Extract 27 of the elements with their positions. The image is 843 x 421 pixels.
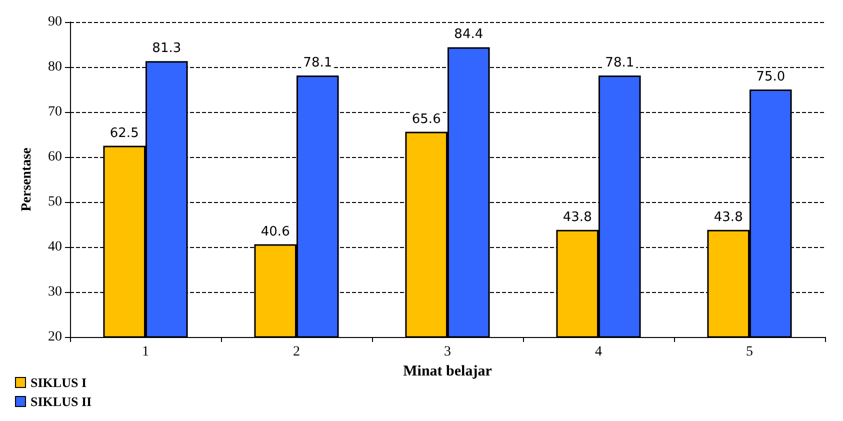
data-label: 65.6	[412, 112, 441, 127]
x-tick-label: 3	[444, 344, 451, 360]
y-tick-label: 30	[48, 284, 62, 300]
y-tick-label: 40	[48, 240, 62, 254]
x-tick-label: 2	[293, 344, 300, 360]
x-tick-label: 4	[595, 344, 602, 360]
legend-label: SIKLUS I	[30, 375, 86, 390]
data-label: 81.3	[152, 41, 182, 56]
y-tick-label: 60	[48, 150, 62, 164]
data-label: 43.8	[714, 210, 743, 225]
y-tick-label: 20	[48, 330, 62, 344]
y-tick-label: 70	[48, 104, 62, 120]
y-tick-label: 50	[48, 194, 62, 210]
x-axis-title: Minat belajar	[403, 363, 492, 380]
data-label: 75.0	[756, 70, 786, 84]
data-label: 40.6	[260, 224, 290, 240]
y-axis-title: Persentase	[20, 148, 34, 212]
legend-label: SIKLUS II	[30, 394, 92, 409]
x-tick-label: 1	[142, 344, 149, 360]
data-label: 43.8	[562, 210, 592, 225]
data-label: 78.1	[605, 56, 634, 71]
x-tick-label: 5	[746, 344, 753, 360]
y-tick-label: 90	[48, 14, 62, 30]
data-label: 62.5	[110, 126, 139, 141]
y-tick-label: 80	[48, 60, 62, 74]
data-label: 84.4	[454, 27, 484, 42]
data-label: 78.1	[303, 56, 332, 71]
